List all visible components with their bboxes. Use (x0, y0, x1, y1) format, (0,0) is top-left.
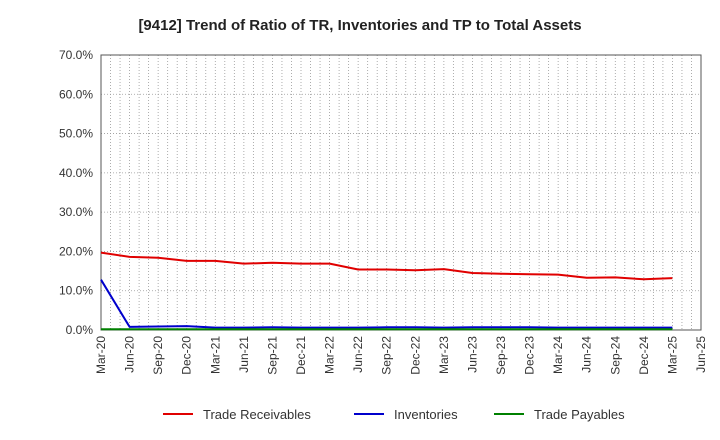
grid (100, 54, 702, 331)
x-tick-label: Dec-21 (294, 336, 308, 375)
y-tick-label: 40.0% (59, 166, 93, 180)
y-tick-label: 30.0% (59, 205, 93, 219)
x-tick-label: Sep-24 (608, 336, 622, 375)
x-tick-label: Sep-20 (151, 336, 165, 375)
x-tick-label: Mar-20 (94, 336, 108, 374)
y-tick-label: 10.0% (59, 284, 93, 298)
y-tick-label: 50.0% (59, 127, 93, 141)
x-axis: Mar-20 Jun-20 Sep-20 Dec-20 Mar-21 Jun-21 Sep-… (94, 336, 708, 375)
y-tick-label: 20.0% (59, 244, 93, 258)
x-tick-label: Jun-20 (123, 336, 137, 373)
x-tick-label: Mar-21 (208, 336, 222, 374)
x-tick-label: Jun-22 (351, 336, 365, 373)
series-line-trade-receivables (100, 251, 673, 281)
x-tick-label: Sep-21 (265, 336, 279, 375)
y-tick-label: 0.0% (66, 323, 94, 337)
x-tick-label: Mar-25 (665, 336, 679, 374)
y-axis: 0.0% 10.0% 20.0% 30.0% 40.0% 50.0% 60.0% 70.0% (59, 48, 93, 337)
legend: Trade Receivables Inventories Trade Payabl… (163, 407, 625, 422)
x-tick-label: Dec-22 (408, 336, 422, 375)
x-tick-label: Jun-21 (237, 336, 251, 373)
plot-area-frame (100, 54, 702, 331)
chart-title: [9412] Trend of Ratio of TR, Inventories… (138, 17, 581, 34)
x-tick-label: Mar-22 (323, 336, 337, 374)
x-tick-label: Dec-20 (180, 336, 194, 375)
x-tick-label: Dec-23 (523, 336, 537, 375)
x-tick-label: Jun-24 (580, 336, 594, 373)
y-tick-label: 60.0% (59, 87, 93, 101)
legend-label: Inventories (394, 407, 458, 422)
x-tick-label: Mar-24 (551, 336, 565, 374)
y-tick-label: 70.0% (59, 48, 93, 62)
legend-label: Trade Receivables (203, 407, 311, 422)
x-tick-label: Sep-23 (494, 336, 508, 375)
x-tick-label: Dec-24 (637, 336, 651, 375)
x-tick-label: Jun-23 (465, 336, 479, 373)
x-tick-label: Sep-22 (380, 336, 394, 375)
x-tick-label: Mar-23 (437, 336, 451, 374)
series-lines (100, 251, 673, 331)
x-tick-label: Jun-25 (694, 336, 708, 373)
legend-label: Trade Payables (534, 407, 625, 422)
series-line-inventories (100, 279, 673, 329)
